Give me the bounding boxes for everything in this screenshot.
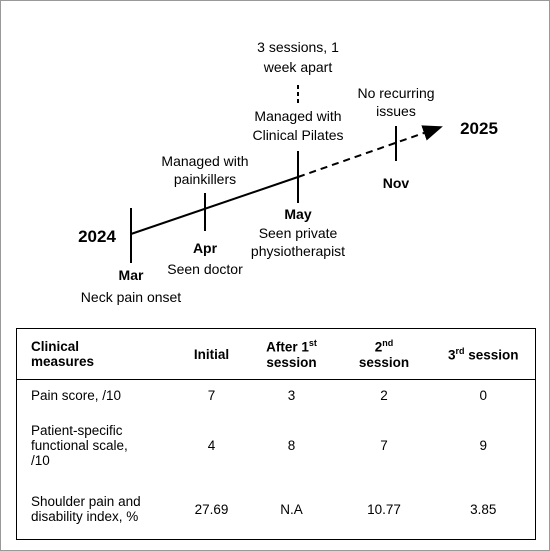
cell: 10.77	[367, 501, 401, 517]
timeline: 2024 2025 Mar Neck pain onset Managed wi…	[78, 39, 498, 305]
header-cell: Clinical measures	[16, 328, 177, 380]
text: session	[358, 354, 410, 370]
text: Shoulder pain and	[31, 494, 141, 510]
year: 2024	[78, 227, 116, 246]
cell: N.A	[280, 501, 303, 517]
header-cell: 2nd session	[336, 328, 432, 380]
cell: 3	[287, 388, 296, 404]
cell: 8	[287, 438, 296, 453]
year: 2025	[460, 119, 498, 138]
timeline-line	[130, 176, 299, 235]
row: Patient-specific functional scale,/10 4 8…	[17, 412, 536, 480]
text: measures	[31, 354, 95, 369]
cell: 0	[479, 388, 487, 404]
cell: 9	[479, 438, 487, 453]
row-label: Shoulder pain and disability index, %	[17, 480, 177, 540]
month: Mar	[119, 267, 144, 283]
event-text: No recurring	[357, 85, 434, 101]
text: Initial	[193, 346, 230, 362]
text: disability index, %	[31, 509, 139, 525]
event-text: Managed with	[161, 153, 248, 169]
event-text: Managed with	[254, 108, 341, 124]
row-label: Pain score, /10	[17, 380, 177, 412]
timeline-future	[297, 125, 443, 178]
event-text: issues	[376, 103, 416, 119]
cell: 7	[380, 438, 388, 453]
text: functional scale,	[31, 438, 128, 453]
text: 2	[374, 339, 383, 355]
event-note: 3 sessions, 1	[257, 39, 339, 55]
text: 3	[447, 347, 456, 363]
text: st	[308, 338, 317, 349]
cell: 7	[207, 388, 216, 404]
event-text: Seen private	[259, 225, 338, 241]
text: Pain score, /10	[31, 388, 122, 404]
month: May	[284, 206, 311, 222]
header-row: Clinical measures Initial After 1st sessio…	[16, 328, 536, 380]
text: After 1	[266, 339, 309, 355]
event-text: Neck pain onset	[81, 289, 182, 305]
month: Nov	[383, 175, 410, 191]
text: session	[464, 347, 519, 363]
row: Shoulder pain and disability index, % 27.…	[17, 480, 536, 540]
row: Pain score, /10 7 3 2 0	[17, 380, 536, 412]
event-text: Seen doctor	[167, 261, 243, 277]
text: nd	[382, 338, 394, 349]
row-label: Patient-specific functional scale,/10	[17, 412, 177, 480]
measures-table: Clinical measures Initial After 1st sessio…	[16, 328, 536, 540]
text: session	[266, 354, 317, 370]
text: Clinical	[31, 339, 80, 354]
cell: 4	[207, 438, 216, 453]
header-cell: 3rd session	[431, 328, 536, 380]
cell: 2	[380, 388, 388, 404]
cell: 27.69	[194, 501, 229, 517]
event-text: painkillers	[174, 171, 236, 187]
month: Apr	[193, 240, 218, 256]
event-text: physiotherapist	[251, 243, 345, 259]
event-text: Clinical Pilates	[252, 127, 343, 143]
event-note: week apart	[263, 59, 333, 75]
text: /10	[31, 453, 50, 468]
text: Patient-specific	[31, 423, 123, 438]
header-cell: Initial	[176, 328, 247, 380]
header-cell: After 1st session	[246, 328, 337, 380]
cell: 3.85	[470, 501, 497, 517]
text: rd	[455, 345, 465, 356]
